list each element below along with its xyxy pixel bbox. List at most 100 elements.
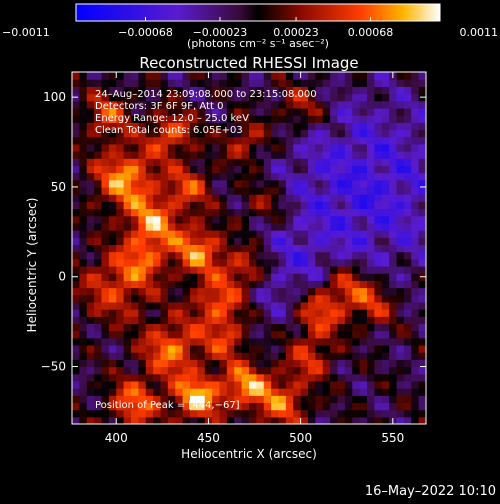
- heatmap-cell: [212, 172, 221, 181]
- heatmap-cell: [190, 309, 198, 317]
- heatmap-cell: [182, 416, 191, 424]
- heatmap-cell: [138, 244, 147, 253]
- heatmap-cell: [322, 122, 331, 131]
- heatmap-cell: [381, 287, 390, 296]
- heatmap-cell: [212, 366, 221, 375]
- heatmap-cell: [204, 373, 213, 382]
- heatmap-cell: [219, 136, 228, 145]
- heatmap-cell: [190, 93, 198, 102]
- heatmap-cell: [101, 143, 110, 152]
- heatmap-cell: [367, 158, 375, 166]
- heatmap-cell: [249, 179, 257, 188]
- heatmap-cell: [153, 316, 162, 325]
- heatmap-cell: [411, 366, 420, 375]
- heatmap-cell: [352, 215, 361, 224]
- heatmap-cell: [263, 215, 272, 224]
- heatmap-cell: [322, 151, 331, 159]
- heatmap-cell: [396, 258, 405, 267]
- heatmap-cell: [241, 309, 250, 317]
- heatmap-cell: [86, 194, 95, 202]
- heatmap-cell: [226, 115, 235, 123]
- heatmap-cell: [330, 201, 339, 210]
- heatmap-cell: [271, 237, 280, 246]
- heatmap-cell: [330, 100, 339, 109]
- heatmap-cell: [249, 273, 257, 281]
- heatmap-cell: [330, 258, 339, 267]
- heatmap-cell: [234, 100, 243, 109]
- heatmap-cell: [153, 93, 162, 102]
- heatmap-cell: [86, 93, 95, 102]
- heatmap-cell: [160, 222, 169, 231]
- heatmap-cell: [153, 366, 162, 375]
- colorbar: −0.0011 −0.00068 −0.00023 0.00023 0.00068 0.0…: [2, 3, 498, 50]
- heatmap-cell: [359, 115, 368, 123]
- heatmap-cell: [241, 337, 250, 346]
- heatmap-cell: [249, 395, 257, 404]
- heatmap-cell: [293, 151, 302, 159]
- heatmap-cell: [293, 380, 302, 389]
- heatmap-cell: [381, 143, 390, 152]
- heatmap-cell: [381, 416, 390, 424]
- heatmap-cell: [153, 251, 162, 260]
- heatmap-cell: [160, 72, 169, 80]
- heatmap-cell: [344, 179, 353, 188]
- heatmap-cell: [197, 309, 206, 317]
- heatmap-cell: [322, 337, 331, 346]
- heatmap-cell: [94, 258, 103, 267]
- heatmap-cell: [116, 143, 125, 152]
- heatmap-cell: [271, 301, 280, 310]
- heatmap-cell: [249, 309, 257, 317]
- heatmap-cell: [123, 280, 132, 289]
- heatmap-cell: [197, 172, 206, 181]
- heatmap-cell: [278, 93, 287, 102]
- heatmap-cell: [263, 316, 272, 325]
- heatmap-cell: [271, 395, 280, 404]
- heatmap-cell: [344, 258, 353, 267]
- heatmap-cell: [256, 280, 265, 289]
- heatmap-cell: [175, 115, 184, 123]
- heatmap-cell: [175, 352, 184, 360]
- heatmap-cell: [175, 222, 184, 231]
- heatmap-cell: [389, 366, 398, 375]
- heatmap-cell: [241, 186, 250, 195]
- heatmap-cell: [226, 359, 235, 368]
- heatmap-cell: [330, 388, 339, 396]
- heatmap-cell: [116, 323, 125, 332]
- heatmap-cell: [234, 273, 243, 281]
- heatmap-cell: [131, 352, 139, 360]
- heatmap-cell: [256, 337, 265, 346]
- heatmap-cell: [204, 129, 213, 138]
- heatmap-cell: [226, 222, 235, 231]
- heatmap-cell: [72, 201, 80, 210]
- heatmap-cell: [359, 366, 368, 375]
- heatmap-cell: [79, 273, 88, 281]
- heatmap-cell: [389, 380, 398, 389]
- heatmap-cell: [396, 366, 405, 375]
- heatmap-cell: [234, 115, 243, 123]
- heatmap-cell: [352, 237, 361, 246]
- heatmap-cell: [72, 294, 80, 303]
- heatmap-cell: [167, 172, 176, 181]
- heatmap-cell: [131, 151, 139, 159]
- heatmap-cell: [359, 230, 368, 238]
- heatmap-cell: [293, 79, 302, 87]
- heatmap-cell: [160, 237, 169, 246]
- heatmap-cell: [293, 158, 302, 166]
- heatmap-cell: [72, 158, 80, 166]
- heatmap-cell: [263, 244, 272, 253]
- heatmap-cell: [101, 265, 110, 274]
- heatmap-cell: [396, 194, 405, 202]
- heatmap-cell: [411, 215, 420, 224]
- heatmap-cell: [234, 237, 243, 246]
- heatmap-cell: [263, 344, 272, 353]
- heatmap-cell: [374, 215, 383, 224]
- heatmap-cell: [86, 129, 95, 138]
- heatmap-cell: [167, 201, 176, 210]
- heatmap-cell: [145, 115, 154, 123]
- heatmap-cell: [138, 179, 147, 188]
- heatmap-cell: [241, 330, 250, 339]
- heatmap-cell: [367, 186, 375, 195]
- heatmap-cell: [249, 215, 257, 224]
- heatmap-cell: [381, 280, 390, 289]
- heatmap-cell: [256, 388, 265, 396]
